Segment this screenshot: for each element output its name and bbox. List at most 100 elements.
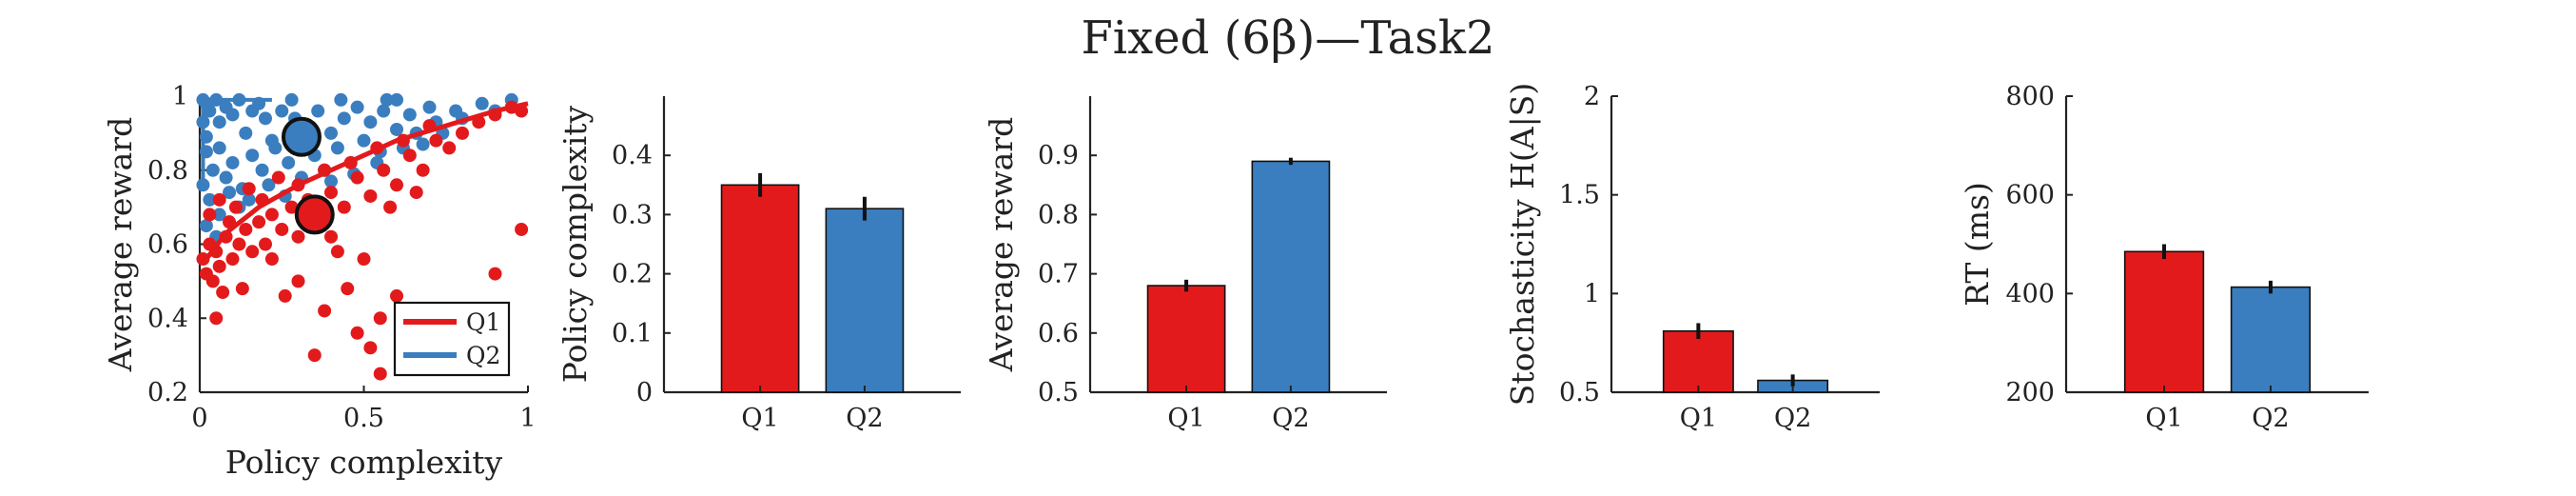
q1-point [291,229,305,244]
q1-point [212,192,226,207]
y-axis-label: Average reward [102,117,139,372]
y-tick-label: 0.2 [147,378,188,407]
q1-point [252,215,266,229]
q1-fit-curve [204,101,529,261]
q1-point [390,288,403,303]
q1-point [341,282,355,296]
q2-point [475,96,489,110]
q2-point [380,92,394,107]
q1-point [337,200,351,214]
q1-point [377,163,391,177]
bar-q1 [1662,329,1734,393]
q1-point [318,304,332,318]
q1-point [307,348,322,363]
y-tick-label: 0.8 [1038,200,1079,229]
x-tick-label: Q1 [1167,404,1204,433]
legend-label-q2: Q2 [466,342,500,369]
bar-q2 [2230,286,2312,393]
q1-point [271,170,285,185]
y-tick-label: 2 [1584,82,1600,111]
q2-point [255,163,269,177]
y-tick-label: 0.4 [147,304,188,333]
q2-point [212,115,226,129]
q2-point [196,178,210,192]
q2-point [284,92,299,107]
q2-point [212,208,226,222]
bar-panel-4: 200 400 600 800 Q1 Q2 RT (ms) [1959,82,2369,433]
bar-q1 [2123,250,2205,393]
y-tick-label: 0.6 [1038,319,1079,348]
q1-point [442,141,457,155]
q2-point [223,186,237,200]
q1-point [383,200,398,214]
q2-point [232,92,246,107]
q1-point [350,326,364,340]
q1-point [456,126,469,140]
q1-point [232,237,246,251]
q1-point [264,208,279,222]
q2-point [203,192,217,207]
y-tick-label: 600 [2005,181,2055,210]
q2-point [275,104,289,118]
q1-point [324,229,338,244]
bar-q2 [1251,160,1331,393]
q2-point [390,92,403,107]
q2-point [337,111,351,126]
bar-q1 [720,184,800,393]
q2-point [225,155,240,169]
q2-point [324,126,338,140]
bar-q1 [1146,285,1226,393]
x-tick-label: Q1 [1680,404,1717,433]
q1-point [488,267,502,281]
y-tick-label: 800 [2005,82,2055,111]
q2-point [199,219,213,233]
x-tick-label: Q1 [741,404,778,433]
q1-point [245,245,260,259]
q2-point [203,104,217,118]
x-tick-label: Q2 [2252,404,2289,433]
y-axis-label: Stochasticity H(A|S) [1504,83,1541,406]
y-tick-label: 0.7 [1038,260,1079,289]
y-tick-label: 1.5 [1559,181,1600,210]
q1-point [203,208,217,222]
x-tick-label: 0 [191,404,207,433]
q1-point [225,252,240,267]
q1-point [242,182,256,196]
y-axis-label: Policy complexity [556,105,594,383]
q1-point [357,252,371,267]
y-tick-label: 0.6 [147,230,188,260]
q2-point [262,178,276,192]
q1-point [363,341,378,355]
y-axis-label: RT (ms) [1959,182,1996,307]
q2-point [324,174,338,188]
q2-point [330,141,344,155]
y-tick-label: 0.4 [612,141,653,170]
y-tick-label: 0.1 [612,319,653,348]
y-tick-label: 0.9 [1038,141,1079,170]
x-tick-label: Q2 [846,404,883,433]
q1-point [373,367,387,381]
q1-point [239,222,253,236]
q1-point [216,286,230,300]
q1-point [284,200,299,214]
q2-point [212,141,226,155]
y-tick-label: 0.2 [612,260,653,289]
q2-point [209,92,224,107]
q2-point [334,92,348,107]
x-tick-label: 0.5 [343,404,384,433]
q2-mean-marker [281,116,322,157]
y-tick-label: 1 [1584,279,1600,308]
q1-point [212,259,226,273]
bar-panel-2: 0.5 0.6 0.7 0.8 0.9 Q1 Q2 Average reward [983,96,1387,433]
y-axis-label: Average reward [983,117,1020,372]
y-tick-label: 1 [172,82,188,111]
q1-mean-marker [294,194,335,235]
q1-point [515,222,529,236]
figure-title: Fixed (6β)—Task2 [1081,11,1494,65]
q1-point [205,274,220,288]
q2-point [225,108,240,122]
q2-point [390,122,403,136]
q2-point [402,108,417,122]
q1-point [291,274,305,288]
q2-point [239,126,253,140]
